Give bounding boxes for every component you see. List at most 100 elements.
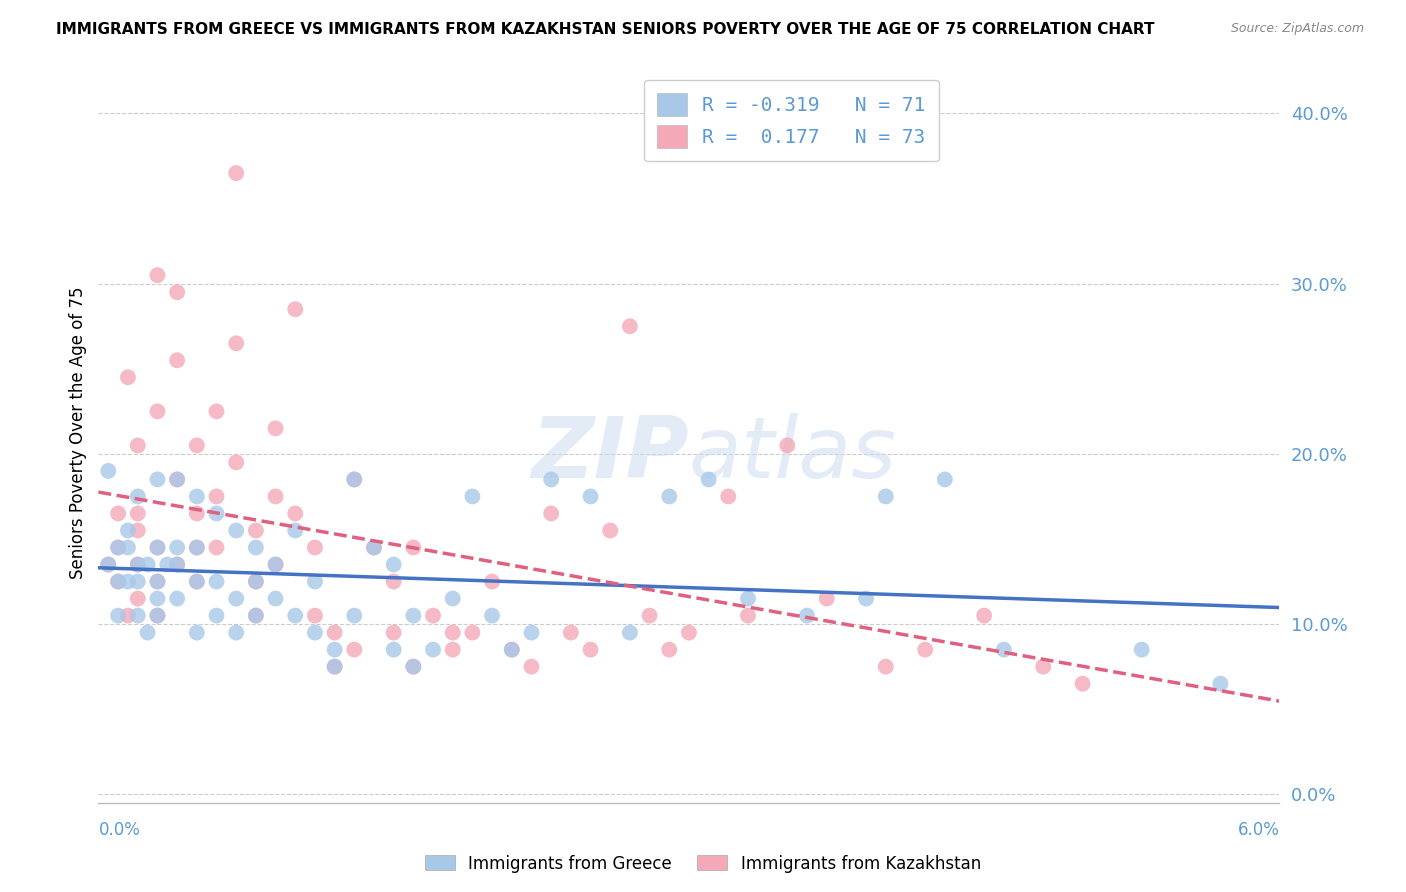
Point — [245, 608, 267, 623]
Point — [343, 608, 366, 623]
Point — [382, 574, 405, 589]
Point — [343, 642, 366, 657]
Point — [1071, 676, 1094, 690]
Point — [441, 625, 464, 640]
Point — [501, 642, 523, 657]
Point — [117, 541, 139, 555]
Point — [402, 608, 425, 623]
Point — [127, 490, 149, 504]
Point — [225, 524, 247, 538]
Point — [284, 302, 307, 317]
Point — [343, 472, 366, 486]
Point — [146, 608, 169, 623]
Point — [107, 507, 129, 521]
Point — [186, 541, 208, 555]
Point — [815, 591, 838, 606]
Point — [402, 541, 425, 555]
Point — [264, 591, 287, 606]
Point — [441, 642, 464, 657]
Y-axis label: Seniors Poverty Over the Age of 75: Seniors Poverty Over the Age of 75 — [69, 286, 87, 579]
Point — [461, 490, 484, 504]
Point — [146, 608, 169, 623]
Point — [205, 541, 228, 555]
Point — [127, 608, 149, 623]
Point — [166, 472, 188, 486]
Point — [166, 558, 188, 572]
Point — [501, 642, 523, 657]
Text: 0.0%: 0.0% — [98, 822, 141, 839]
Point — [117, 524, 139, 538]
Point — [146, 541, 169, 555]
Point — [166, 558, 188, 572]
Point — [107, 574, 129, 589]
Point — [156, 558, 179, 572]
Point — [323, 642, 346, 657]
Point — [186, 625, 208, 640]
Point — [117, 608, 139, 623]
Point — [914, 642, 936, 657]
Text: Source: ZipAtlas.com: Source: ZipAtlas.com — [1230, 22, 1364, 36]
Point — [737, 608, 759, 623]
Point — [264, 558, 287, 572]
Point — [186, 574, 208, 589]
Point — [264, 421, 287, 435]
Point — [363, 541, 385, 555]
Legend: Immigrants from Greece, Immigrants from Kazakhstan: Immigrants from Greece, Immigrants from … — [419, 848, 987, 880]
Point — [638, 608, 661, 623]
Text: ZIP: ZIP — [531, 413, 689, 496]
Point — [166, 285, 188, 300]
Point — [560, 625, 582, 640]
Point — [127, 558, 149, 572]
Point — [284, 608, 307, 623]
Point — [146, 591, 169, 606]
Point — [186, 507, 208, 521]
Point — [1209, 676, 1232, 690]
Point — [127, 507, 149, 521]
Point — [658, 642, 681, 657]
Point — [146, 472, 169, 486]
Point — [97, 464, 120, 478]
Point — [146, 268, 169, 283]
Point — [205, 404, 228, 418]
Point — [422, 642, 444, 657]
Point — [107, 541, 129, 555]
Point — [127, 438, 149, 452]
Point — [461, 625, 484, 640]
Point — [225, 591, 247, 606]
Point — [205, 574, 228, 589]
Point — [117, 574, 139, 589]
Point — [717, 490, 740, 504]
Point — [363, 541, 385, 555]
Point — [146, 574, 169, 589]
Legend: R = -0.319   N = 71, R =  0.177   N = 73: R = -0.319 N = 71, R = 0.177 N = 73 — [644, 79, 939, 161]
Point — [245, 574, 267, 589]
Point — [127, 591, 149, 606]
Point — [245, 574, 267, 589]
Point — [323, 659, 346, 673]
Point — [619, 625, 641, 640]
Point — [245, 524, 267, 538]
Point — [658, 490, 681, 504]
Point — [146, 574, 169, 589]
Point — [225, 336, 247, 351]
Point — [382, 558, 405, 572]
Point — [117, 370, 139, 384]
Text: atlas: atlas — [689, 413, 897, 496]
Point — [186, 541, 208, 555]
Point — [284, 524, 307, 538]
Point — [540, 507, 562, 521]
Point — [97, 558, 120, 572]
Point — [107, 574, 129, 589]
Point — [402, 659, 425, 673]
Point — [973, 608, 995, 623]
Point — [1032, 659, 1054, 673]
Point — [422, 608, 444, 623]
Point — [136, 625, 159, 640]
Point — [678, 625, 700, 640]
Point — [579, 642, 602, 657]
Point — [127, 558, 149, 572]
Point — [166, 541, 188, 555]
Point — [402, 659, 425, 673]
Point — [875, 659, 897, 673]
Point — [1130, 642, 1153, 657]
